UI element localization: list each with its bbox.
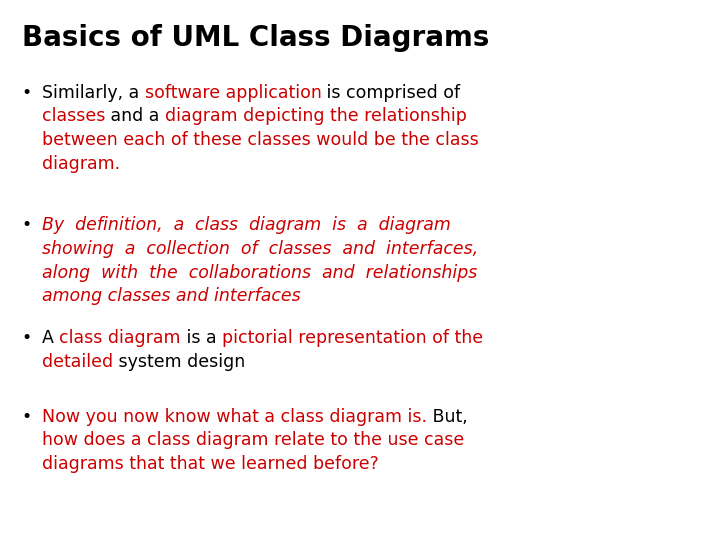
- Text: along  with  the  collaborations  and  relationships: along with the collaborations and relati…: [42, 264, 477, 281]
- Text: By  definition,  a: By definition, a: [42, 216, 195, 234]
- Text: class  diagram  is  a  diagram: class diagram is a diagram: [195, 216, 451, 234]
- Text: •: •: [22, 329, 32, 347]
- Text: •: •: [22, 84, 32, 102]
- Text: showing  a  collection  of  classes  and  interfaces,: showing a collection of classes and inte…: [42, 240, 478, 258]
- Text: is a: is a: [181, 329, 222, 347]
- Text: But,: But,: [427, 408, 467, 426]
- Text: classes: classes: [42, 107, 105, 125]
- Text: class diagram: class diagram: [59, 329, 181, 347]
- Text: Similarly, a: Similarly, a: [42, 84, 145, 102]
- Text: diagram depicting the relationship: diagram depicting the relationship: [165, 107, 467, 125]
- Text: system design: system design: [113, 353, 245, 371]
- Text: is comprised of: is comprised of: [321, 84, 461, 102]
- Text: between each of these classes would be the class: between each of these classes would be t…: [42, 131, 479, 149]
- Text: and a: and a: [105, 107, 165, 125]
- Text: diagram.: diagram.: [42, 155, 120, 173]
- Text: Now you now know what a class diagram is.: Now you now know what a class diagram is…: [42, 408, 427, 426]
- Text: detailed: detailed: [42, 353, 113, 371]
- Text: how does a class diagram relate to the use case: how does a class diagram relate to the u…: [42, 431, 464, 449]
- Text: software application: software application: [145, 84, 321, 102]
- Text: pictorial representation of the: pictorial representation of the: [222, 329, 483, 347]
- Text: •: •: [22, 408, 32, 426]
- Text: •: •: [22, 216, 32, 234]
- Text: Basics of UML Class Diagrams: Basics of UML Class Diagrams: [22, 24, 489, 52]
- Text: diagrams that that we learned before?: diagrams that that we learned before?: [42, 455, 379, 473]
- Text: among classes and interfaces: among classes and interfaces: [42, 287, 300, 305]
- Text: A: A: [42, 329, 59, 347]
